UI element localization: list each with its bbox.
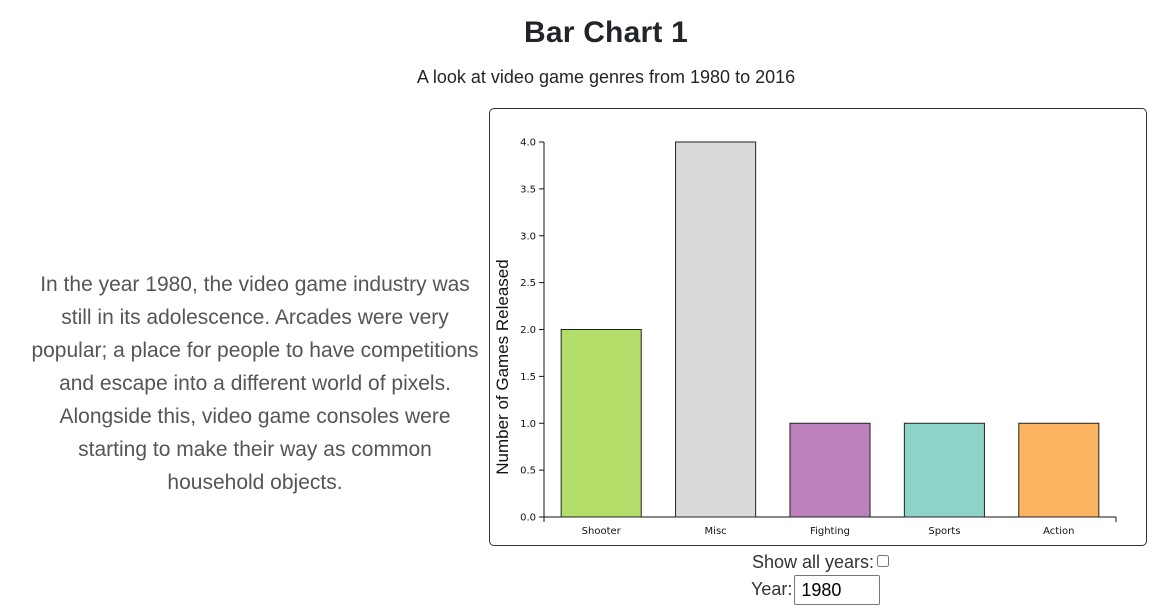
bar-misc: [675, 141, 757, 518]
y-axis: 0.0 0.5 1.0 1.5 2.0 2.5 3.0 3.5 4.0: [520, 138, 545, 524]
year-label: Year:: [751, 578, 793, 599]
show-all-years-checkbox[interactable]: [877, 555, 890, 568]
page-subtitle: A look at video game genres from 1980 to…: [416, 67, 796, 87]
y-tick-label: 2.0: [520, 325, 536, 336]
show-all-years-row: Show all years:: [752, 552, 890, 573]
bar-chart-container: Number of Games Released 0.0 0.5 1.0 1.5 2.0…: [489, 108, 1147, 546]
x-tick-label: Sports: [928, 526, 960, 537]
x-tick-label: Misc: [705, 526, 727, 537]
y-tick-label: 0.0: [520, 513, 536, 524]
x-tick-label: Fighting: [810, 526, 850, 537]
y-axis-title: Number of Games Released: [493, 259, 512, 474]
bar-action: [1018, 422, 1100, 518]
y-tick-label: 0.5: [520, 466, 536, 477]
bar-fighting: [789, 422, 871, 518]
show-all-years-label: Show all years:: [752, 552, 875, 572]
x-tick-label: Shooter: [582, 526, 622, 537]
bar-sports: [903, 422, 985, 518]
y-tick-label: 1.5: [520, 372, 536, 383]
year-description: In the year 1980, the video game industr…: [31, 273, 479, 494]
y-tick-label: 3.5: [520, 184, 536, 195]
page-title: Bar Chart 1: [524, 16, 688, 49]
y-tick-label: 1.0: [520, 419, 536, 430]
year-input[interactable]: [794, 575, 881, 605]
y-tick-label: 4.0: [520, 138, 536, 149]
x-axis: Shooter Misc Fighting Sports Action: [543, 516, 1117, 537]
bar-shooter: [560, 329, 642, 518]
y-tick-label: 3.0: [520, 231, 536, 242]
bar-chart: Number of Games Released 0.0 0.5 1.0 1.5 2.0…: [493, 138, 1117, 537]
year-row: Year:: [751, 575, 881, 605]
y-tick-label: 2.5: [520, 278, 536, 289]
x-tick-label: Action: [1043, 526, 1074, 537]
bars-group: [560, 141, 1100, 518]
